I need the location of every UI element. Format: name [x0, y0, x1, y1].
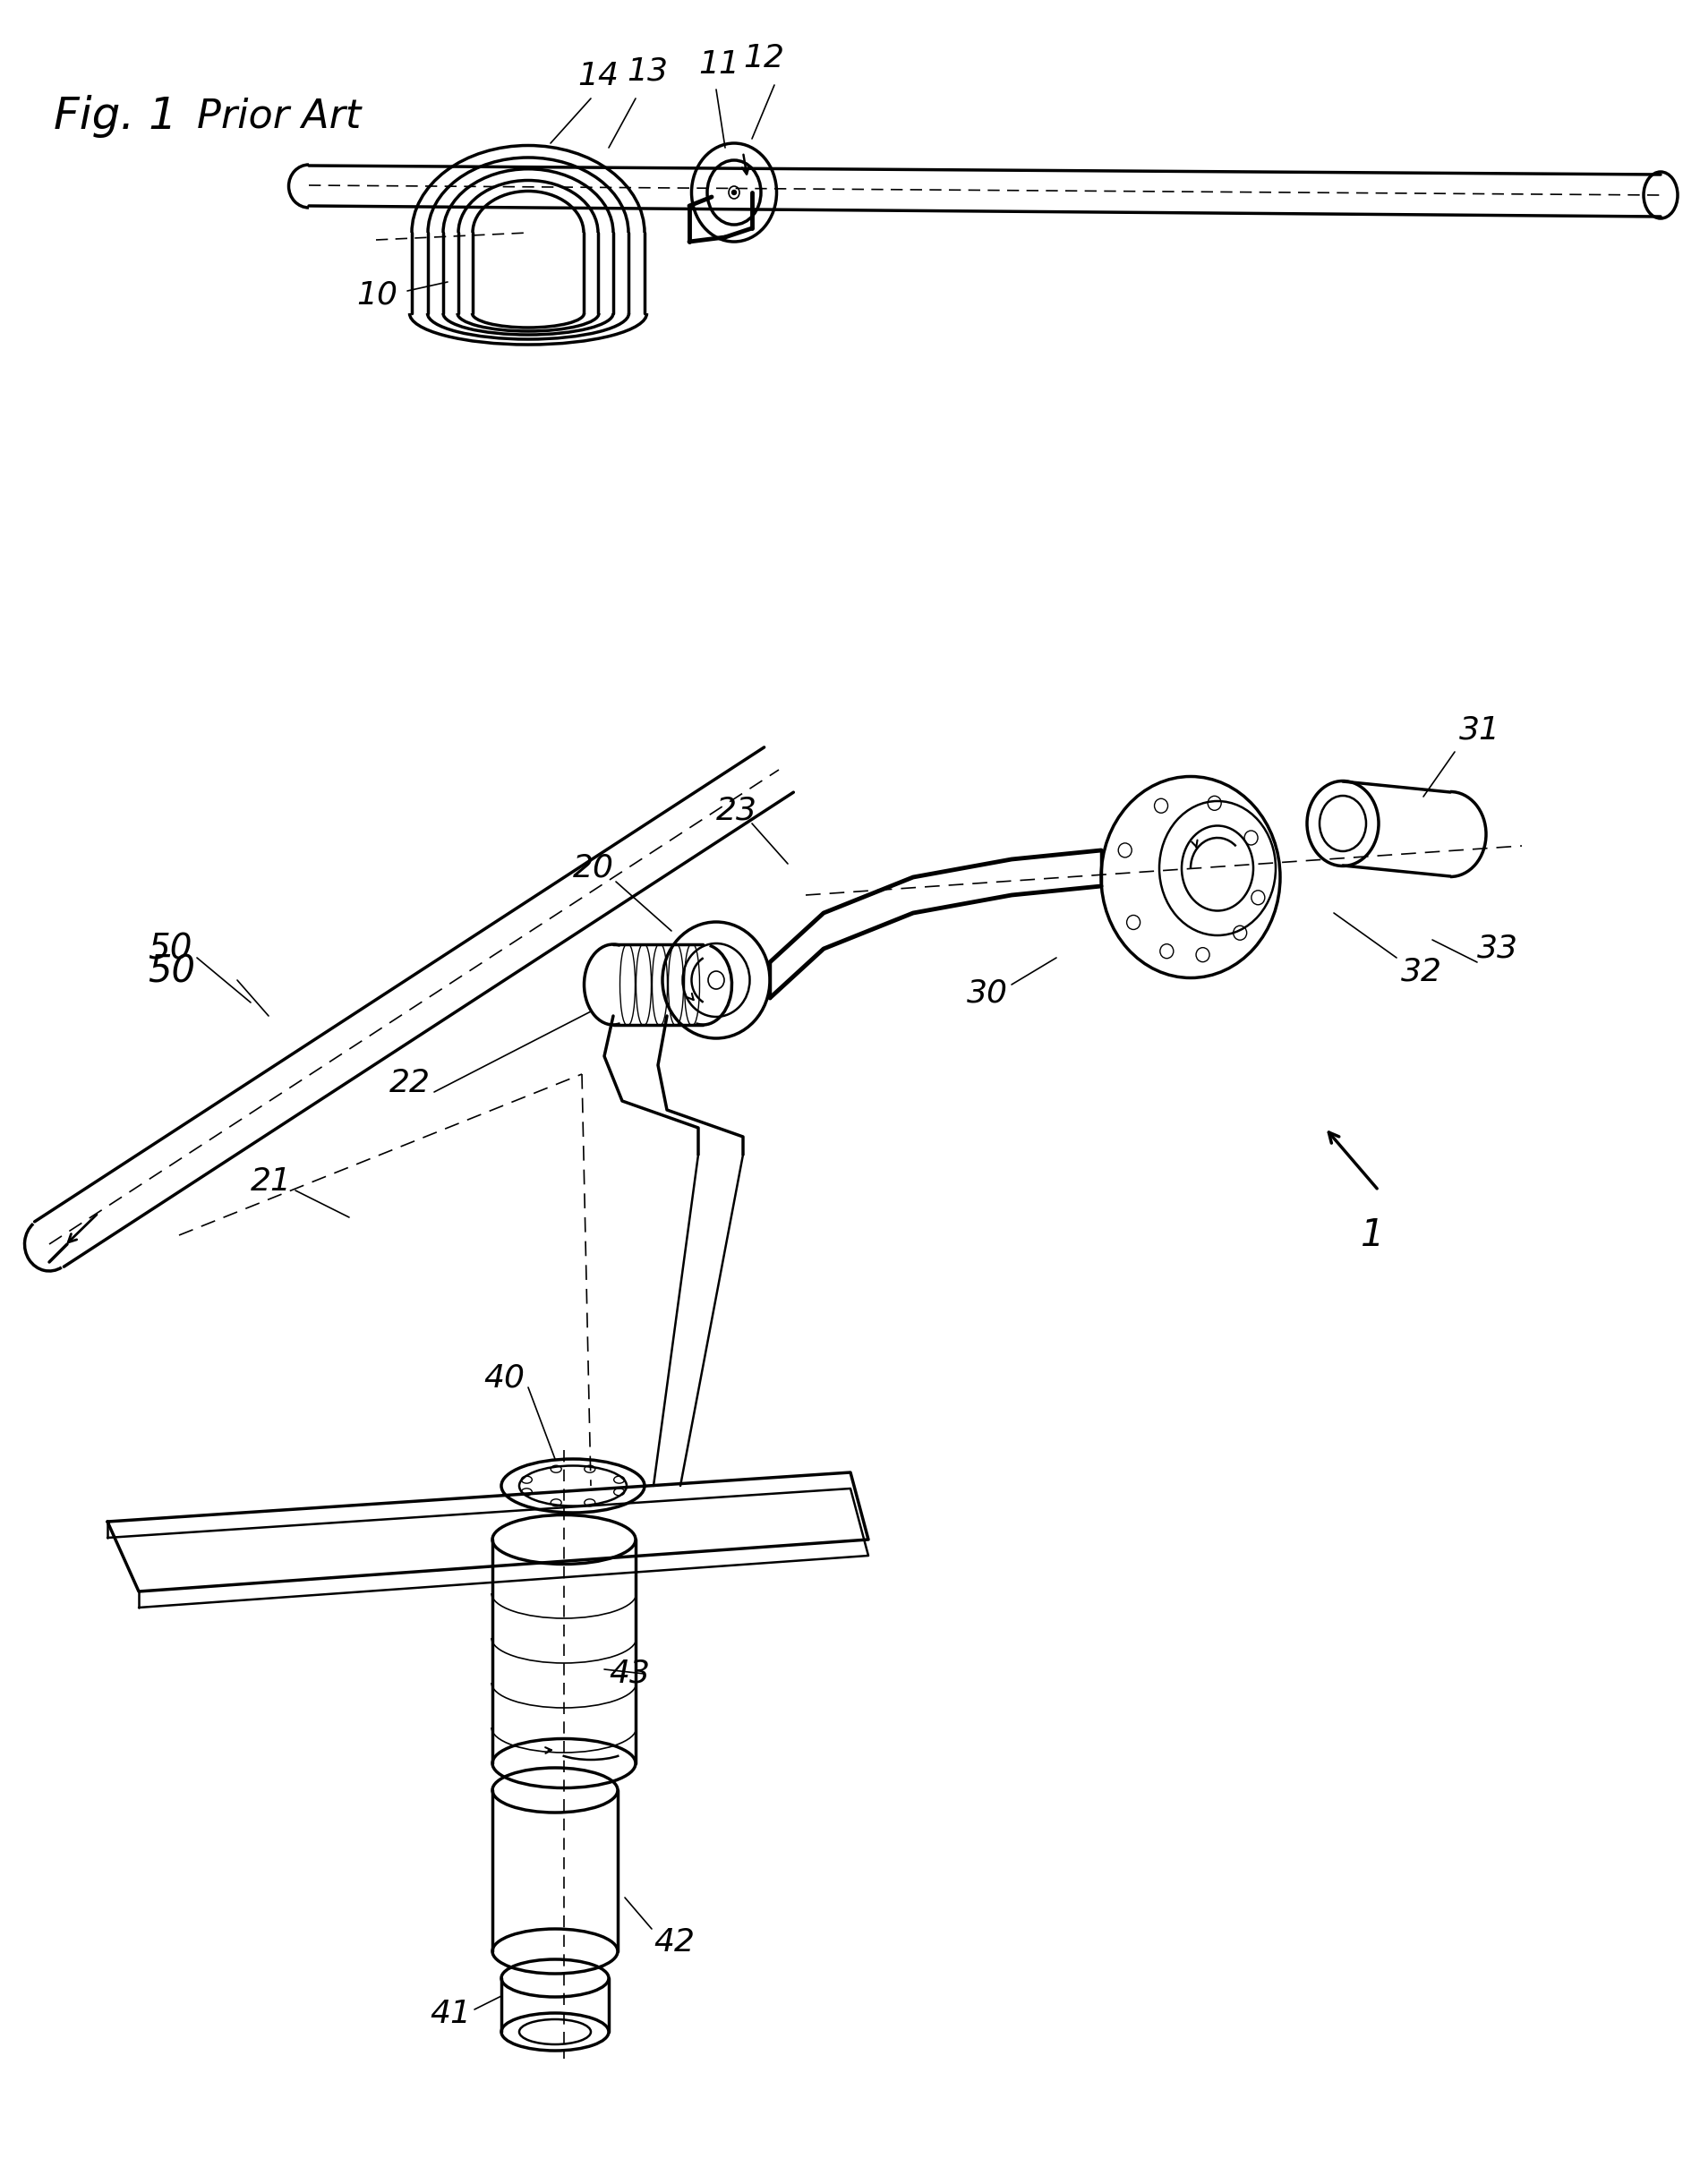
Text: 23: 23	[717, 795, 757, 826]
Text: 22: 22	[389, 1068, 431, 1099]
Text: 32: 32	[1400, 957, 1442, 987]
Text: 41: 41	[429, 1998, 471, 2029]
Text: 1: 1	[1362, 1216, 1385, 1254]
Text: 20: 20	[572, 854, 614, 885]
Text: 21: 21	[251, 1166, 291, 1197]
Text: 30: 30	[966, 978, 1008, 1009]
Text: 33: 33	[1478, 933, 1518, 963]
Ellipse shape	[732, 190, 737, 194]
Text: 50: 50	[148, 933, 192, 965]
Text: 50: 50	[148, 952, 195, 989]
Text: 43: 43	[609, 1658, 650, 1688]
Text: 13: 13	[626, 57, 668, 87]
Text: 42: 42	[653, 1926, 695, 1957]
Text: Fig. 1: Fig. 1	[54, 94, 177, 138]
Text: 10: 10	[357, 280, 397, 310]
Text: 11: 11	[698, 50, 739, 79]
Text: 12: 12	[742, 44, 784, 74]
Text: 31: 31	[1459, 714, 1500, 745]
Text: 14: 14	[577, 61, 619, 92]
Text: Prior Art: Prior Art	[197, 96, 362, 135]
Text: 40: 40	[483, 1363, 525, 1393]
